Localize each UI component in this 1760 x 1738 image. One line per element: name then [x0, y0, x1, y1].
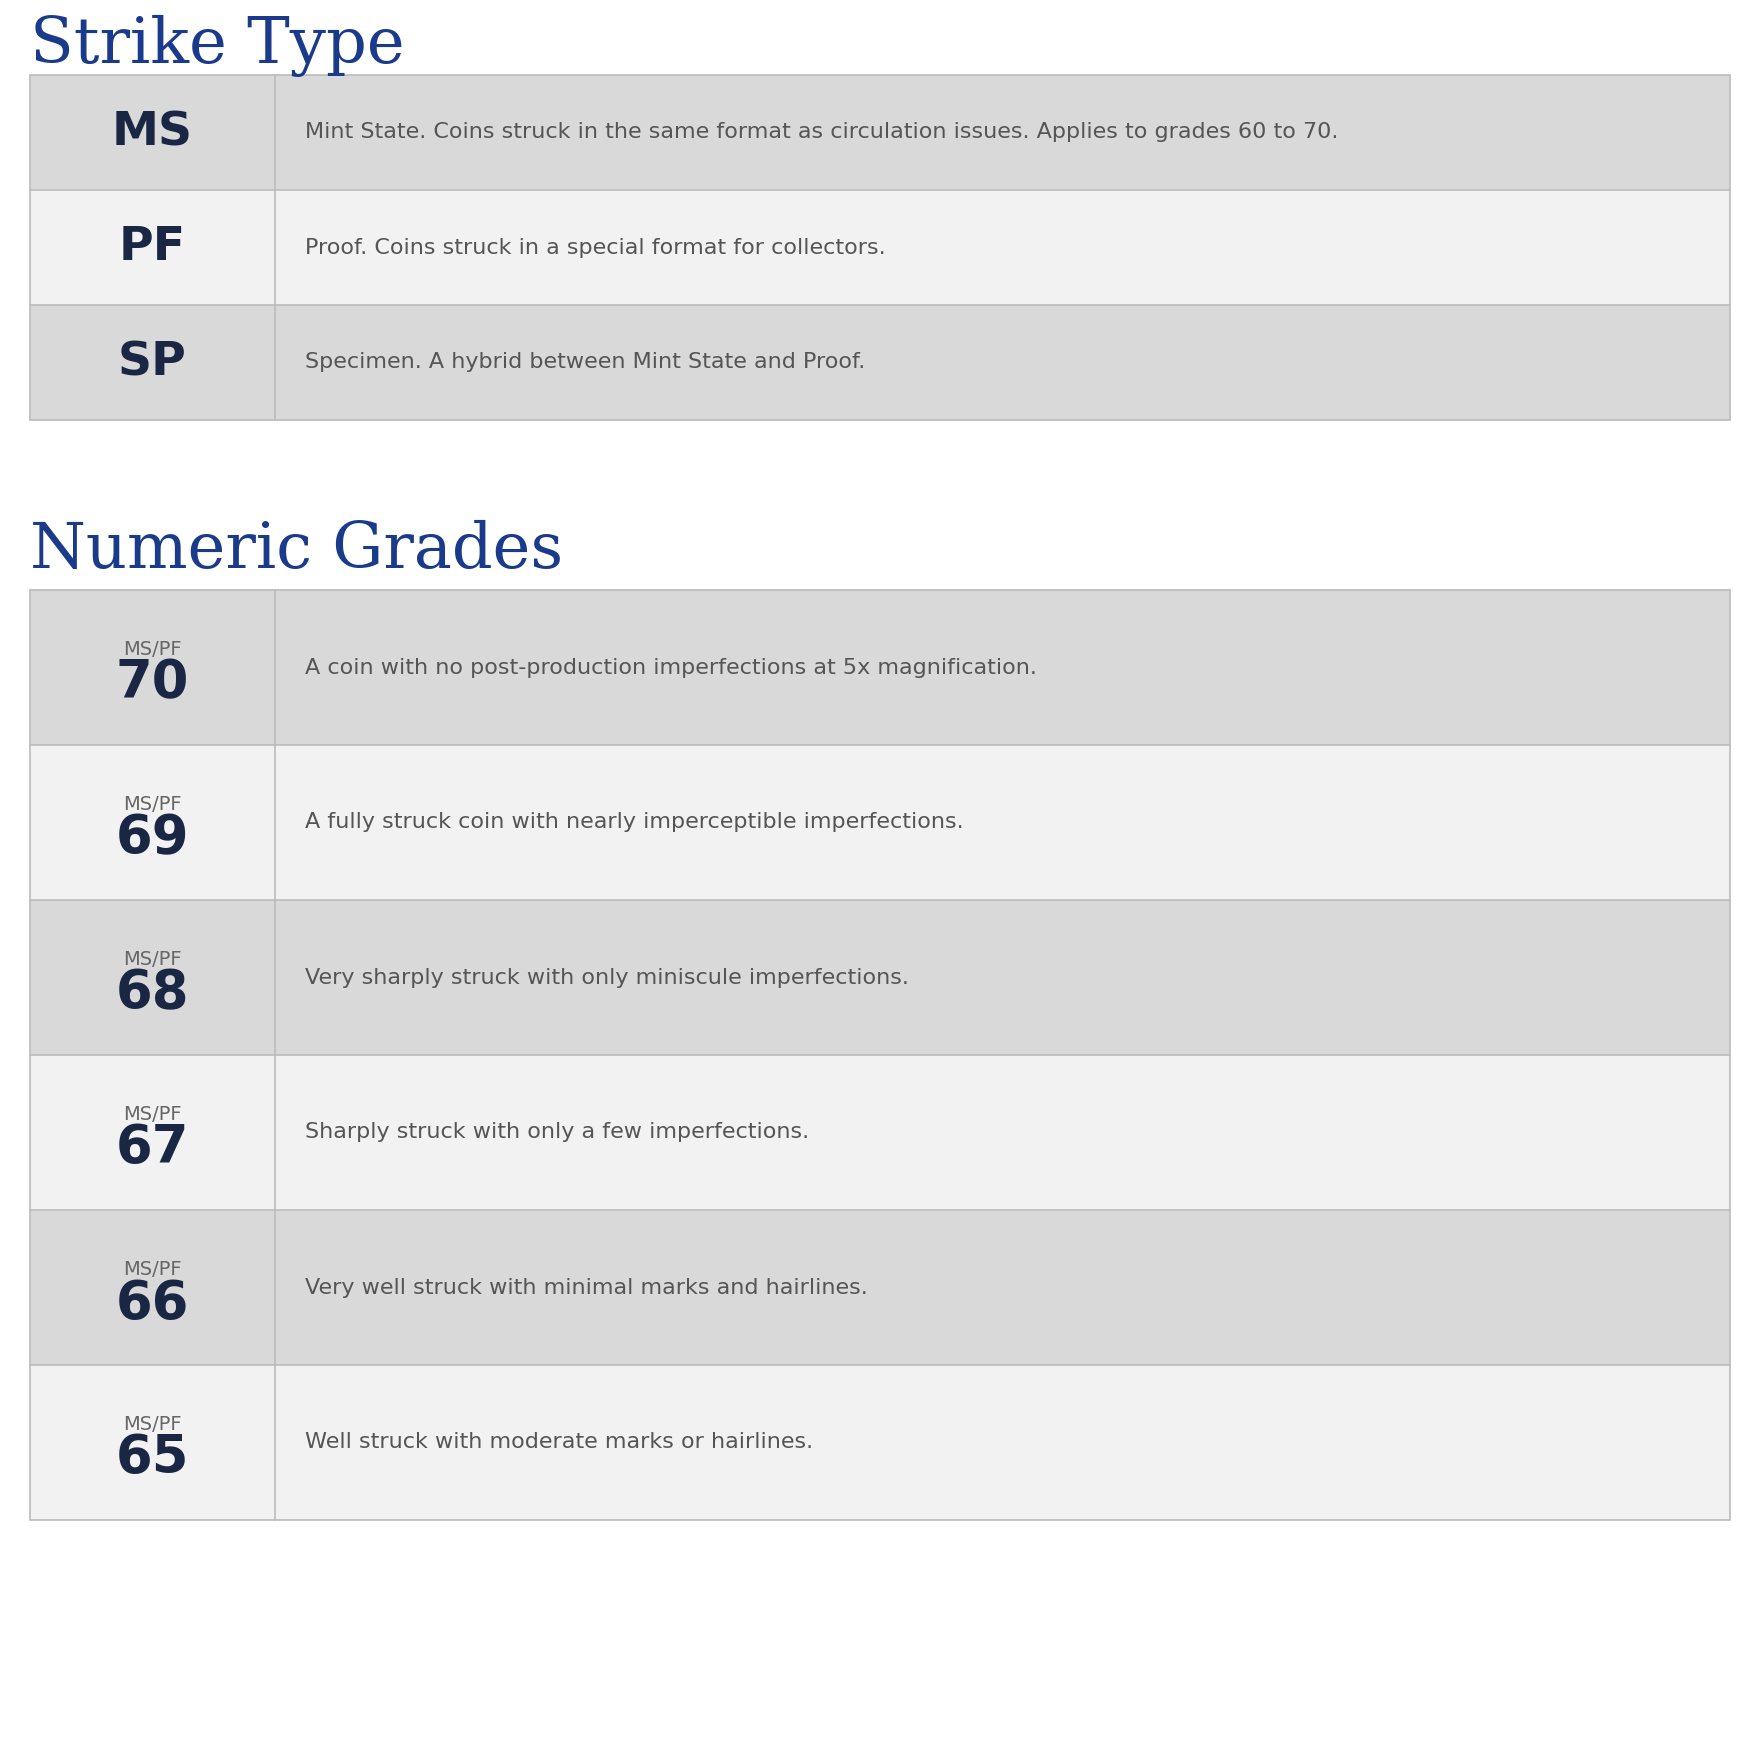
- Text: 67: 67: [116, 1123, 190, 1175]
- Bar: [275, 900, 1730, 1055]
- Bar: [30, 589, 1730, 1521]
- Bar: [30, 746, 275, 900]
- Bar: [30, 900, 275, 1055]
- Bar: [30, 189, 275, 304]
- Text: A fully struck coin with nearly imperceptible imperfections.: A fully struck coin with nearly impercep…: [304, 812, 964, 833]
- Text: 66: 66: [116, 1277, 190, 1330]
- Bar: [30, 589, 275, 746]
- Text: 70: 70: [116, 657, 188, 709]
- Text: Specimen. A hybrid between Mint State and Proof.: Specimen. A hybrid between Mint State an…: [304, 353, 866, 372]
- Bar: [30, 75, 275, 189]
- Bar: [275, 589, 1730, 746]
- Bar: [275, 1055, 1730, 1210]
- Text: MS/PF: MS/PF: [123, 794, 181, 813]
- Text: MS/PF: MS/PF: [123, 1415, 181, 1434]
- Text: Strike Type: Strike Type: [30, 16, 405, 76]
- Text: A coin with no post-production imperfections at 5x magnification.: A coin with no post-production imperfect…: [304, 657, 1037, 678]
- Bar: [275, 304, 1730, 421]
- Bar: [30, 1210, 275, 1364]
- Text: MS/PF: MS/PF: [123, 1105, 181, 1124]
- Bar: [30, 75, 1730, 421]
- Text: MS/PF: MS/PF: [123, 951, 181, 970]
- Bar: [275, 189, 1730, 304]
- Text: MS/PF: MS/PF: [123, 640, 181, 659]
- Text: 69: 69: [116, 812, 190, 864]
- Text: Sharply struck with only a few imperfections.: Sharply struck with only a few imperfect…: [304, 1123, 810, 1142]
- Text: Numeric Grades: Numeric Grades: [30, 520, 563, 580]
- Text: Very sharply struck with only miniscule imperfections.: Very sharply struck with only miniscule …: [304, 968, 908, 987]
- Text: Well struck with moderate marks or hairlines.: Well struck with moderate marks or hairl…: [304, 1432, 813, 1453]
- Text: 68: 68: [116, 968, 190, 1020]
- Text: Very well struck with minimal marks and hairlines.: Very well struck with minimal marks and …: [304, 1277, 868, 1298]
- Bar: [30, 1364, 275, 1521]
- Bar: [275, 746, 1730, 900]
- Bar: [275, 1364, 1730, 1521]
- Text: PF: PF: [120, 224, 187, 269]
- Text: MS/PF: MS/PF: [123, 1260, 181, 1279]
- Text: Mint State. Coins struck in the same format as circulation issues. Applies to gr: Mint State. Coins struck in the same for…: [304, 122, 1338, 143]
- Bar: [30, 304, 275, 421]
- Text: MS: MS: [113, 109, 194, 155]
- Text: 65: 65: [116, 1432, 188, 1484]
- Bar: [275, 1210, 1730, 1364]
- Bar: [30, 1055, 275, 1210]
- Bar: [275, 75, 1730, 189]
- Text: SP: SP: [118, 341, 187, 386]
- Text: Proof. Coins struck in a special format for collectors.: Proof. Coins struck in a special format …: [304, 238, 885, 257]
